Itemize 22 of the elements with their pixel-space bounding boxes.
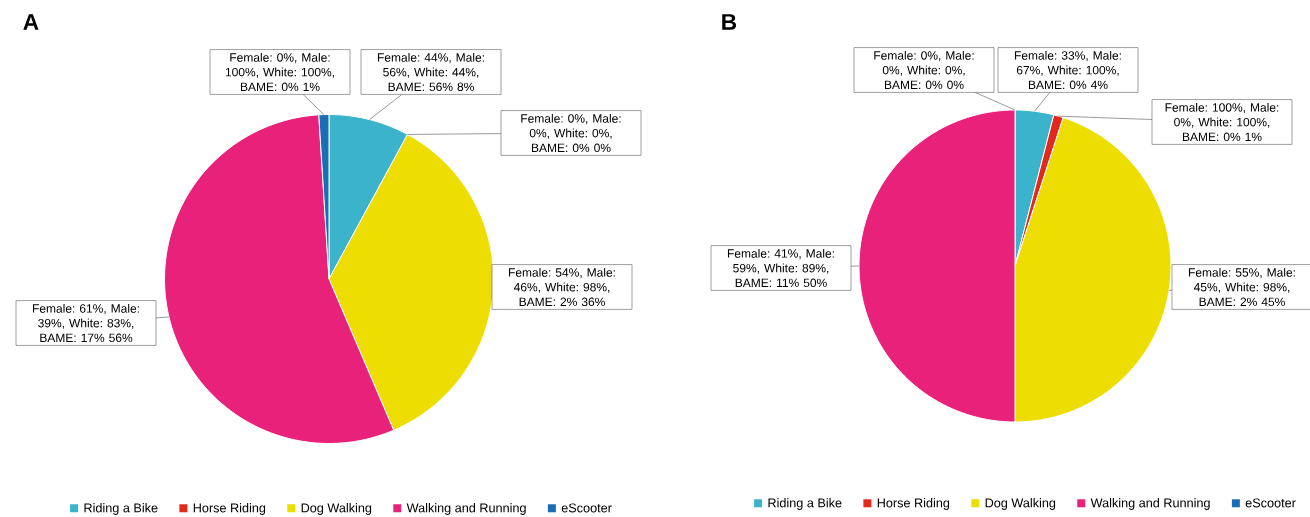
data-label: Female: 33%, Male: 67%, White: 100%, BAME: 0% 4%: [1014, 50, 1121, 90]
data-label: Female: 55%, Male: 45%, White: 98%, BAME: 2% 45%: [1188, 267, 1295, 307]
legend-label: eScooter: [561, 503, 612, 513]
data-label: Female: 61%, Male: 39%, White: 83%, BAME: 17% 56%: [32, 303, 139, 343]
data-label: Female: 54%, Male: 46%, White: 98%, BAME: 2% 36%: [508, 267, 615, 307]
data-label: Female: 41%, Male: 59%, White: 89%, BAME: 11% 50%: [727, 248, 834, 288]
chart-title: A: [23, 14, 39, 30]
legend-label: Horse Riding: [193, 503, 266, 515]
text: Female: 0%, Male: 0%, White: 0%, BAME: 0% 0%: [521, 113, 621, 153]
legend-label: Dog Walking: [985, 498, 1056, 510]
legend-label: eScooter: [1245, 498, 1296, 508]
data-label: Female: 100%, Male: 0%, White: 100%, BAME: 0% 1%: [1165, 102, 1279, 142]
legend-label: Horse Riding: [877, 498, 950, 510]
legend-label: Walking and Running: [406, 503, 526, 515]
legend-label: Walking and Running: [1090, 498, 1210, 510]
legend-label: Riding a Bike: [84, 503, 158, 515]
data-label: Female: 0%, Male: 100%, White: 100%, BAME: 0% 1%: [225, 52, 334, 92]
data-label: Female: 44%, Male: 56%, White: 44%, BAME: 56% 8%: [377, 52, 484, 92]
legend-label: Riding a Bike: [768, 498, 842, 510]
chart-title: B: [722, 14, 737, 30]
legend-label: Dog Walking: [301, 503, 372, 515]
text: Female: 0%, Male: 0%, White: 0%, BAME: 0% 0%: [874, 50, 974, 90]
